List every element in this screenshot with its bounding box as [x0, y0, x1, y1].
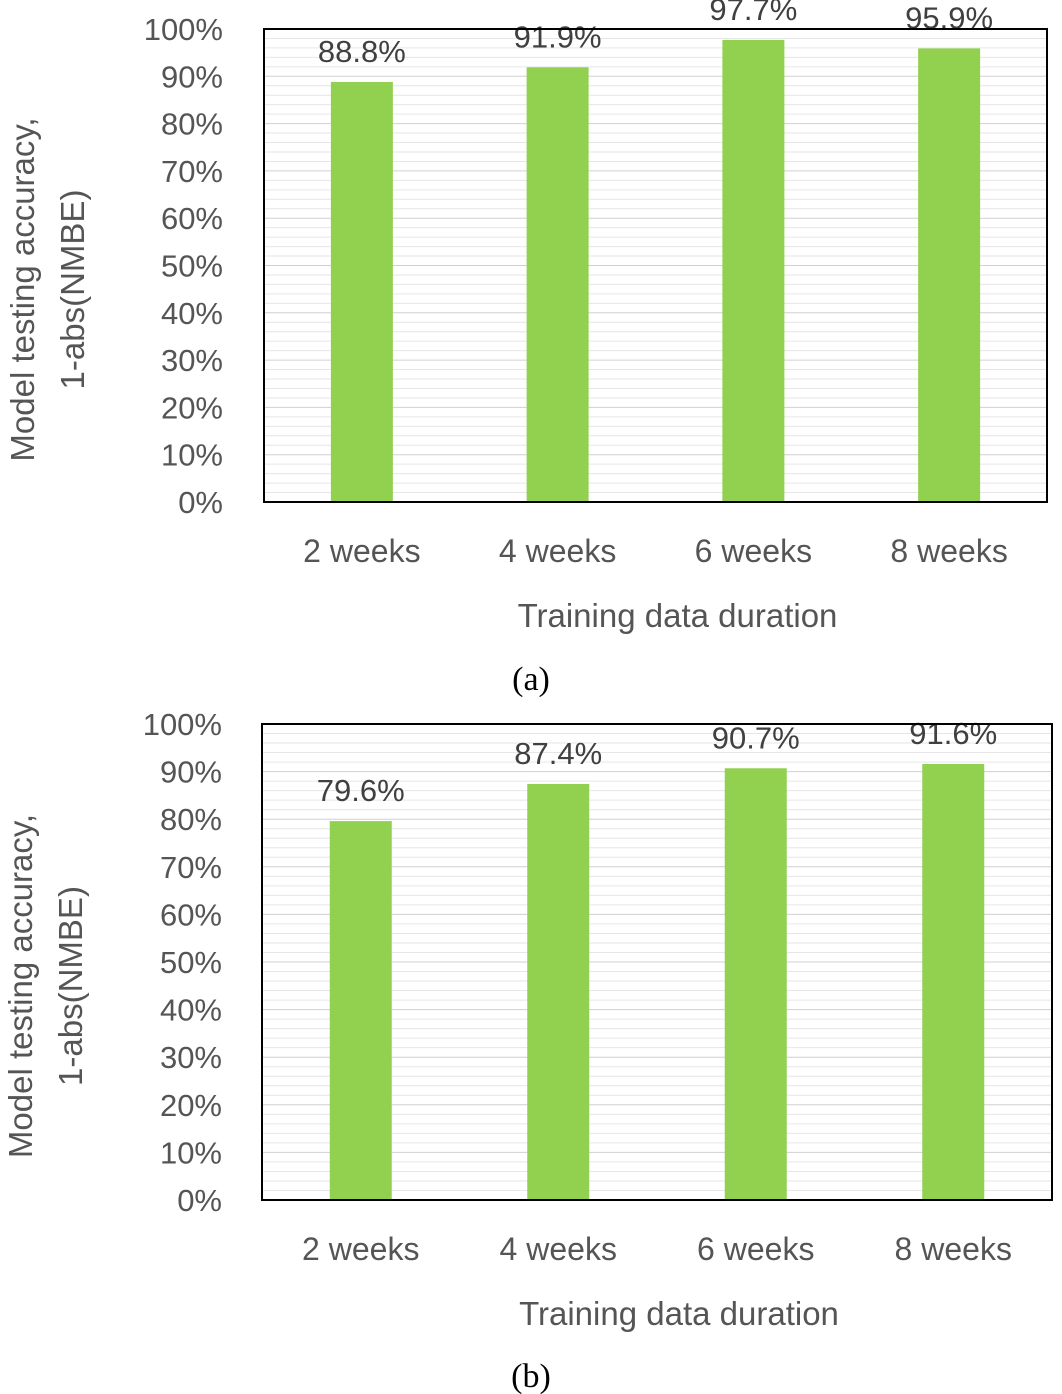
y-tick-label: 80%: [160, 802, 222, 837]
y-tick-label: 20%: [161, 390, 223, 425]
y-tick-label: 50%: [160, 945, 222, 980]
y-tick-label: 50%: [161, 249, 223, 284]
bar-2-weeks: [330, 81, 393, 502]
y-tick-label: 30%: [161, 343, 223, 378]
y-tick-label: 90%: [160, 755, 222, 790]
y-tick-label: 0%: [177, 1183, 222, 1218]
y-tick-label: 10%: [160, 1135, 222, 1170]
y-axis-title: 1-abs(NMBE): [54, 190, 91, 390]
x-tick-label: 4 weeks: [500, 1231, 617, 1267]
y-tick-label: 30%: [160, 1040, 222, 1075]
data-label: 91.9%: [514, 19, 602, 54]
y-tick-label: 60%: [161, 201, 223, 236]
bar-2-weeks: [329, 821, 392, 1200]
x-tick-label: 8 weeks: [890, 533, 1007, 569]
x-tick-label: 4 weeks: [499, 533, 616, 569]
bar-8-weeks: [918, 48, 981, 502]
data-label: 97.7%: [709, 0, 797, 27]
data-label: 87.4%: [514, 736, 602, 771]
bar-8-weeks: [922, 763, 985, 1200]
y-tick-label: 70%: [161, 154, 223, 189]
y-tick-label: 80%: [161, 107, 223, 142]
y-tick-label: 90%: [161, 59, 223, 94]
x-tick-label: 6 weeks: [697, 1231, 814, 1267]
figure-caption: (b): [511, 1358, 551, 1394]
data-label: 91.6%: [909, 716, 997, 751]
x-tick-label: 2 weeks: [302, 1231, 419, 1267]
data-label: 90.7%: [712, 720, 800, 755]
y-axis-title: 1-abs(NMBE): [52, 886, 89, 1086]
data-label: 79.6%: [317, 773, 405, 808]
y-tick-label: 100%: [144, 12, 223, 47]
y-axis-title: Model testing accuracy,: [2, 814, 39, 1158]
figure-caption: (a): [512, 661, 550, 698]
y-tick-label: 70%: [160, 850, 222, 885]
y-tick-label: 40%: [161, 296, 223, 331]
x-axis-title: Training data duration: [518, 597, 838, 634]
chart-a: 88.8% 2 weeks 91.9% 4 weeks 97.7% 6 weeks 95.9…: [4, 0, 1048, 698]
y-tick-label: 20%: [160, 1088, 222, 1123]
x-tick-label: 6 weeks: [695, 533, 812, 569]
plot-frame: [263, 28, 1048, 503]
bar-4-weeks: [527, 783, 590, 1200]
y-tick-label: 10%: [161, 438, 223, 473]
bar-6-weeks: [722, 39, 785, 503]
bar-4-weeks: [526, 67, 589, 503]
y-axis-title: Model testing accuracy,: [4, 117, 41, 461]
y-tick-label: 60%: [160, 897, 222, 932]
x-tick-label: 2 weeks: [303, 533, 420, 569]
chart-b: 79.6% 2 weeks 87.4% 4 weeks 90.7% 6 weeks 91.6…: [2, 707, 1053, 1394]
y-tick-label: 40%: [160, 993, 222, 1028]
x-axis-title: Training data duration: [519, 1295, 839, 1332]
y-tick-label: 0%: [178, 485, 223, 520]
x-tick-label: 8 weeks: [895, 1231, 1012, 1267]
data-label: 95.9%: [905, 0, 993, 35]
y-tick-label: 100%: [143, 707, 222, 742]
data-label: 88.8%: [318, 34, 406, 69]
plot-frame: [261, 723, 1053, 1201]
bar-6-weeks: [724, 768, 787, 1200]
